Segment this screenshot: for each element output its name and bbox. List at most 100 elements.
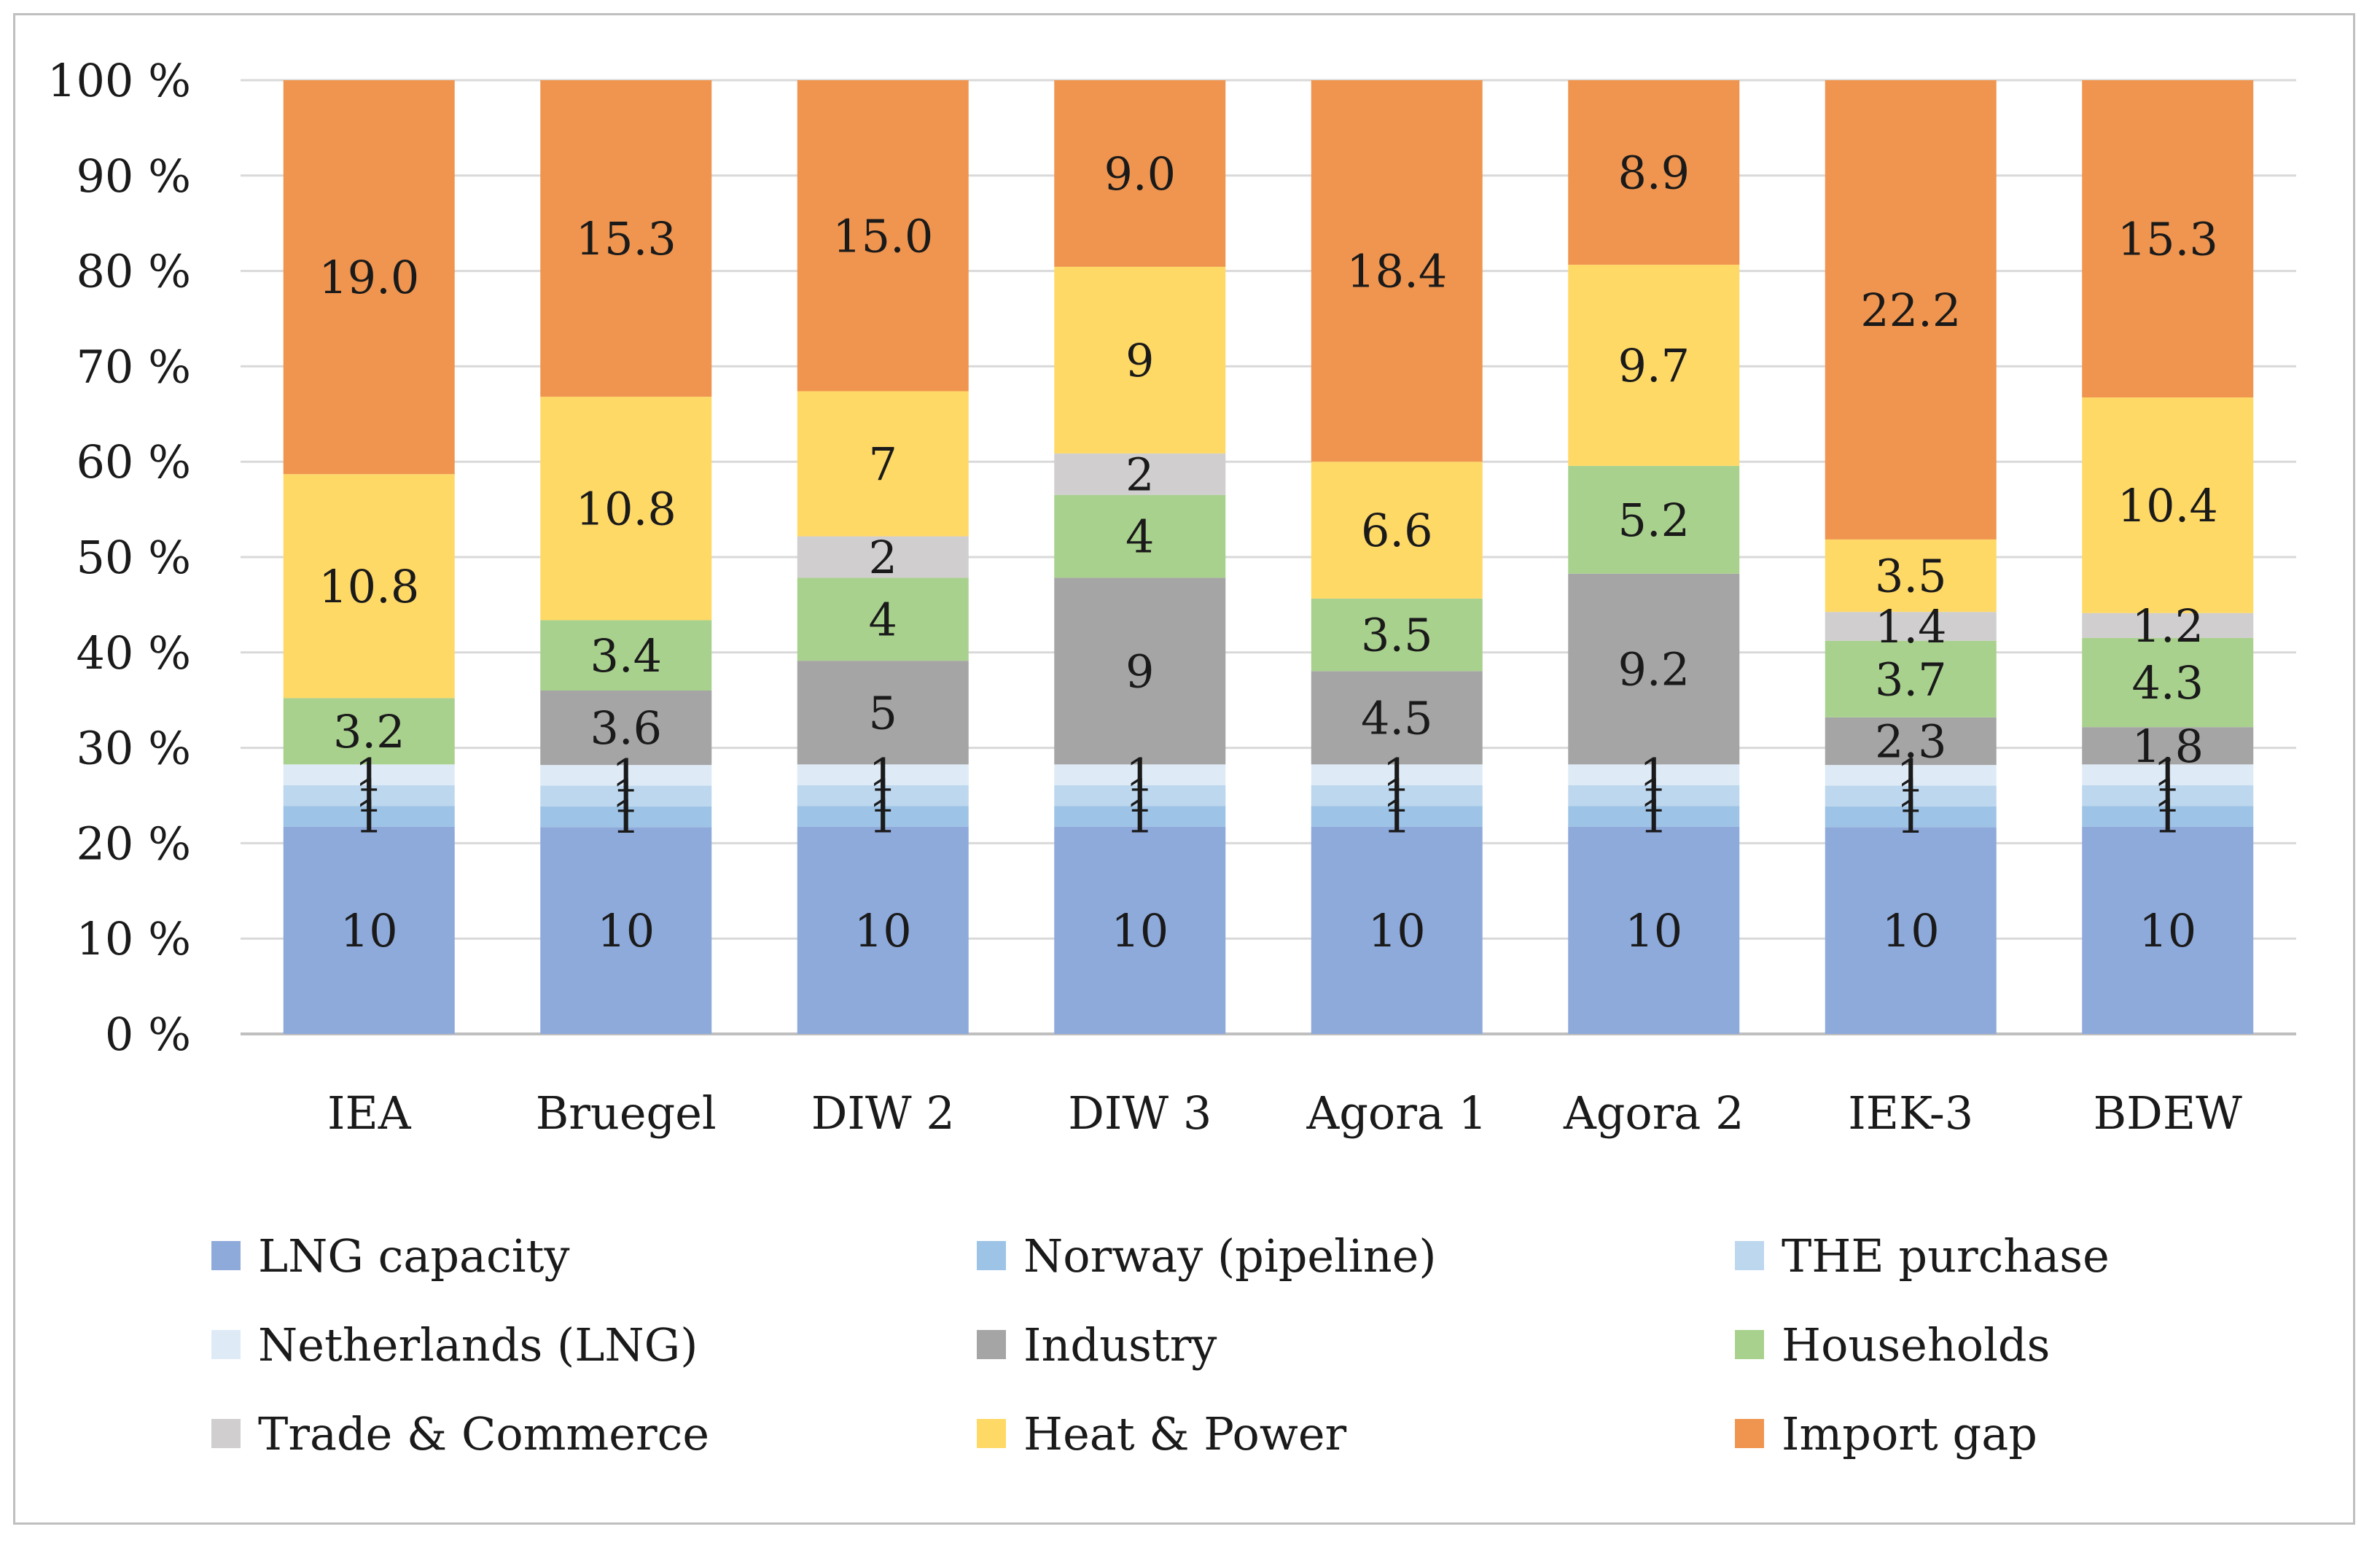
data-label: 5 <box>869 686 897 739</box>
data-label: 1 <box>1639 749 1668 802</box>
legend-label: Industry <box>1023 1318 1217 1372</box>
x-category-label: Bruegel <box>536 1086 717 1140</box>
y-tick-label: 0 % <box>105 1008 191 1061</box>
legend-swatch <box>977 1330 1006 1359</box>
data-label: 1 <box>1125 749 1154 802</box>
data-label: 2 <box>869 531 897 584</box>
data-label: 1 <box>869 769 897 822</box>
legend-item: Industry <box>977 1314 1735 1375</box>
bar-segment <box>283 806 455 827</box>
bar-segment <box>797 391 969 537</box>
bar-segment <box>2082 397 2254 613</box>
data-label: 1 <box>869 749 897 802</box>
legend-item: Netherlands (LNG) <box>211 1314 977 1375</box>
data-label: 4 <box>1125 510 1154 564</box>
data-label: 1 <box>1125 769 1154 822</box>
bar-segment <box>1054 577 1226 765</box>
bar-segment <box>1568 265 1740 466</box>
data-label: 1 <box>355 790 383 843</box>
data-label: 1 <box>1383 749 1411 802</box>
data-label: 1 <box>612 770 640 823</box>
data-label: 6.6 <box>1361 504 1433 557</box>
legend-label: Norway (pipeline) <box>1023 1229 1437 1283</box>
bar-segment <box>1825 640 1997 717</box>
data-label: 18.4 <box>1346 245 1447 298</box>
legend-swatch <box>977 1419 1006 1448</box>
legend-item: Norway (pipeline) <box>977 1225 1735 1286</box>
legend-swatch <box>977 1241 1006 1270</box>
data-label: 1.8 <box>2131 720 2204 773</box>
x-category-label: DIW 2 <box>811 1086 955 1140</box>
bar-segment <box>1568 785 1740 806</box>
data-label: 7 <box>869 437 897 491</box>
legend-swatch <box>1735 1419 1764 1448</box>
legend-item: Households <box>1735 1314 2245 1375</box>
bar-segment <box>1311 462 1483 599</box>
bar-segment <box>1825 80 1997 540</box>
bar-segment <box>1568 465 1740 574</box>
bar-segment <box>1568 806 1740 827</box>
bar-segment <box>797 661 969 765</box>
y-tick-label: 80 % <box>76 245 191 298</box>
y-axis-ticks: 0 % 10 % 20 % 30 % 40 % 50 % 60 % 70 % 80 % 90 % 1… <box>47 54 191 1061</box>
legend-item: LNG capacity <box>211 1225 977 1286</box>
bar-segment <box>1054 785 1226 806</box>
x-category-label: Agora 1 <box>1306 1086 1487 1140</box>
bar-segment <box>2082 826 2254 1034</box>
bar-segment <box>283 80 455 475</box>
legend-label: LNG capacity <box>258 1229 570 1283</box>
y-tick-label: 90 % <box>76 149 191 203</box>
legend-swatch <box>211 1330 241 1359</box>
bar-segment <box>540 691 712 766</box>
bar-segment <box>1825 717 1997 766</box>
data-label: 2.3 <box>1875 715 1947 769</box>
data-label: 10 <box>1625 904 1682 957</box>
bar-segment <box>283 474 455 699</box>
data-label: 10 <box>2139 904 2196 957</box>
bar-segment <box>283 764 455 785</box>
bar-segment <box>1054 494 1226 578</box>
data-label: 1.4 <box>1875 600 1947 653</box>
data-label: 3.5 <box>1875 550 1947 603</box>
data-label: 1 <box>1639 790 1668 843</box>
bar-segment <box>2082 806 2254 827</box>
bar-segment <box>1825 765 1997 786</box>
data-label: 22.2 <box>1860 284 1961 337</box>
data-label: 15.0 <box>832 209 933 262</box>
bar-segment <box>1054 826 1226 1034</box>
legend-swatch <box>1735 1241 1764 1270</box>
bar-segment <box>1054 80 1226 267</box>
bar-segment <box>1825 806 1997 828</box>
y-tick-label: 30 % <box>76 722 191 775</box>
bar-segment <box>540 827 712 1034</box>
bar-segment <box>540 397 712 621</box>
legend-label: Netherlands (LNG) <box>258 1318 698 1372</box>
bar-stack: 10 111 9.2 5.2 9.7 8.9 <box>1568 80 1740 1034</box>
data-label: 3.5 <box>1361 609 1433 662</box>
legend-label: Households <box>1782 1318 2051 1372</box>
bar-segment <box>2082 80 2254 398</box>
data-label: 10 <box>854 904 912 957</box>
data-label: 5.2 <box>1618 494 1690 547</box>
data-label: 1 <box>612 790 640 844</box>
bar-segment <box>797 785 969 806</box>
data-label: 1 <box>355 749 383 802</box>
data-label: 1 <box>1897 790 1925 844</box>
y-tick-label: 50 % <box>76 531 191 584</box>
data-label: 1 <box>2153 790 2182 843</box>
y-tick-label: 10 % <box>76 912 191 965</box>
bar-segment <box>1311 80 1483 462</box>
data-label: 10 <box>1368 904 1426 957</box>
data-label: 10 <box>1882 904 1940 957</box>
x-category-label: IEK-3 <box>1848 1086 1973 1140</box>
bar-segment <box>1311 806 1483 827</box>
bar-segment <box>797 826 969 1034</box>
x-category-label: DIW 3 <box>1068 1086 1212 1140</box>
bar-segment <box>1311 598 1483 672</box>
x-category-label: IEA <box>327 1086 412 1140</box>
bar-segment <box>1568 573 1740 765</box>
data-label: 3.2 <box>333 705 405 758</box>
data-label: 1 <box>1897 749 1925 802</box>
